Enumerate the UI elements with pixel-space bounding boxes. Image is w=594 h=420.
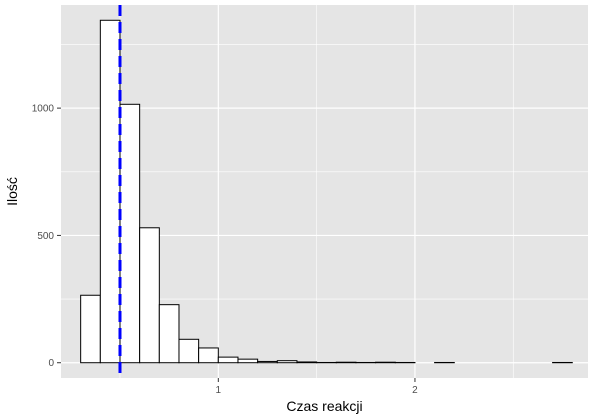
histogram-bar [257,360,278,364]
histogram-bar [119,103,141,364]
histogram-bar [217,356,239,364]
histogram-bar [296,361,318,364]
x-axis-title: Czas reakcji [286,398,362,414]
histogram-bar [198,347,219,364]
histogram-bar [276,360,298,364]
histogram-bar [139,227,160,364]
histogram-bar [237,358,259,364]
histogram-bar [375,361,396,364]
axis-ticks: 0 500 1000 1 2 [32,104,418,396]
histogram-bar [178,338,200,364]
y-tick-label: 500 [37,231,54,242]
x-tick-label: 1 [216,385,222,396]
y-tick-label: 1000 [32,104,55,115]
histogram-bars [80,19,573,364]
y-axis-title: Ilość [4,177,20,206]
histogram-bar [99,19,121,364]
x-tick-label: 2 [412,385,418,396]
histogram-bar [80,294,101,364]
y-tick-label: 0 [48,358,54,369]
histogram-bar [335,361,357,364]
histogram-bar [158,304,180,364]
